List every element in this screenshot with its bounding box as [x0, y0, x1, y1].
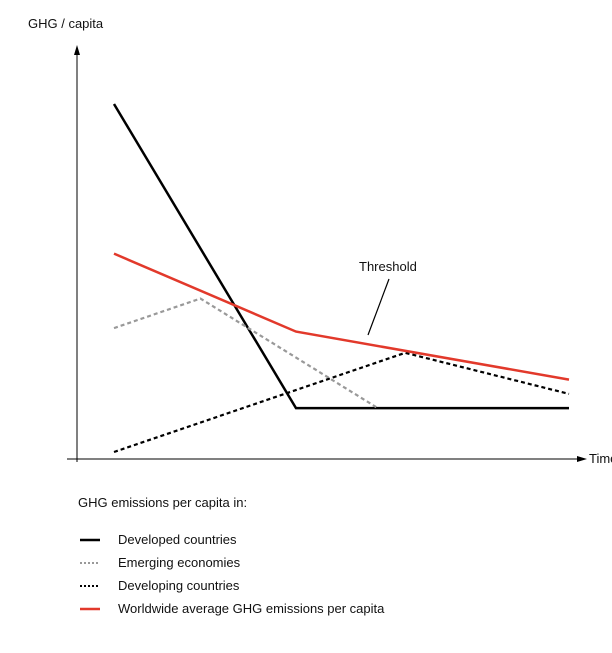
- legend: Developed countries Emerging economies D…: [78, 532, 384, 624]
- legend-swatch-worldwide: [80, 607, 100, 610]
- series-line-worldwide: [113, 252, 570, 381]
- legend-swatch-developing: [80, 584, 100, 587]
- x-axis-label: Time: [589, 451, 612, 466]
- series-line-developing: [113, 351, 570, 454]
- legend-label-developed: Developed countries: [118, 532, 237, 547]
- threshold-pointer: [367, 278, 390, 336]
- y-axis-label: GHG / capita: [28, 16, 104, 31]
- legend-item-developed: Developed countries: [78, 524, 384, 555]
- legend-title: GHG emissions per capita in:: [78, 495, 248, 510]
- x-axis-arrow: [577, 456, 587, 462]
- legend-item-emerging: Emerging economies: [78, 547, 384, 578]
- series-line-emerging: [113, 297, 379, 410]
- legend-swatch-developed: [80, 538, 100, 541]
- series-layer: [112, 103, 570, 454]
- legend-item-developing: Developing countries: [78, 570, 384, 601]
- legend-label-developing: Developing countries: [118, 578, 240, 593]
- legend-label-emerging: Emerging economies: [118, 555, 241, 570]
- legend-swatch-emerging: [80, 561, 100, 564]
- legend-item-worldwide: Worldwide average GHG emissions per capi…: [78, 593, 384, 624]
- y-axis-arrow: [74, 45, 80, 55]
- chart-canvas: GHG / capita Time Threshold: [28, 16, 612, 466]
- threshold-annotation: Threshold: [359, 259, 417, 274]
- series-line-developed: [112, 103, 569, 410]
- legend-label-worldwide: Worldwide average GHG emissions per capi…: [118, 601, 385, 616]
